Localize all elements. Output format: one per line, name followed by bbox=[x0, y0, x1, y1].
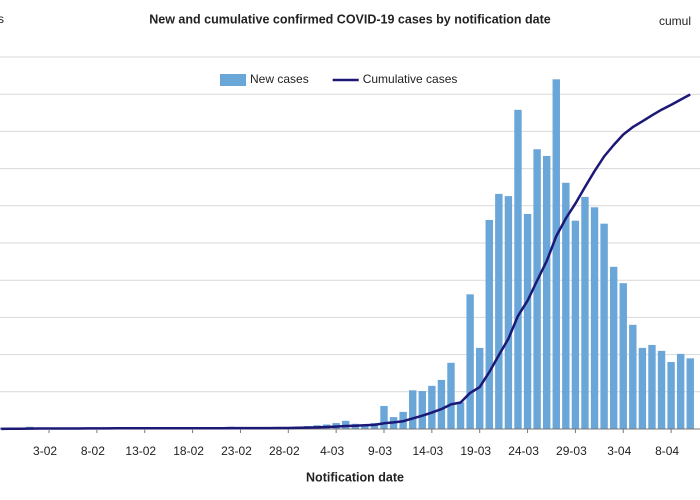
x-tick-label: 18-02 bbox=[173, 444, 204, 458]
bar bbox=[638, 347, 647, 429]
bar bbox=[523, 213, 532, 429]
bar bbox=[648, 344, 656, 429]
bar bbox=[418, 391, 426, 429]
y2-axis-label: cumul bbox=[659, 14, 691, 28]
x-tick-label: 13-02 bbox=[125, 444, 156, 458]
y-axis-label: s bbox=[0, 12, 4, 26]
x-tick-label: 3-04 bbox=[607, 444, 631, 458]
bar bbox=[447, 362, 455, 429]
bar bbox=[495, 193, 503, 429]
legend-label: New cases bbox=[250, 72, 309, 86]
bar bbox=[504, 196, 513, 429]
bar bbox=[361, 424, 369, 429]
legend-label: Cumulative cases bbox=[363, 72, 458, 86]
bar bbox=[590, 207, 599, 429]
x-axis-title: Notification date bbox=[306, 470, 404, 484]
bar bbox=[600, 223, 608, 429]
bar bbox=[409, 390, 417, 429]
x-tick-label: 28-02 bbox=[269, 444, 300, 458]
x-tick-label: 14-03 bbox=[412, 444, 443, 458]
bar bbox=[456, 402, 465, 429]
bar bbox=[686, 358, 694, 429]
x-tick-label: 24-03 bbox=[508, 444, 539, 458]
bar bbox=[676, 353, 685, 429]
legend-swatch bbox=[220, 74, 246, 86]
bar bbox=[437, 379, 446, 429]
bar bbox=[657, 350, 666, 429]
x-tick-label: 23-02 bbox=[221, 444, 252, 458]
bar bbox=[581, 196, 589, 429]
x-tick-label: 8-04 bbox=[655, 444, 679, 458]
bar bbox=[380, 405, 388, 429]
x-tick-label: 3-02 bbox=[33, 444, 57, 458]
bar bbox=[619, 283, 627, 429]
line bbox=[1, 93, 691, 431]
x-tick-label: 8-02 bbox=[81, 444, 105, 458]
bar bbox=[552, 79, 560, 429]
x-tick-label: 19-03 bbox=[460, 444, 491, 458]
bar bbox=[562, 182, 570, 429]
bar bbox=[485, 219, 493, 429]
chart-title: New and cumulative confirmed COVID-19 ca… bbox=[149, 12, 551, 26]
x-tick-label: 4-03 bbox=[320, 444, 344, 458]
bar bbox=[514, 109, 522, 429]
bar bbox=[542, 155, 551, 429]
bar bbox=[629, 324, 637, 429]
x-tick-label: 29-03 bbox=[556, 444, 587, 458]
bar bbox=[466, 294, 474, 429]
x-tick-label: 9-03 bbox=[368, 444, 392, 458]
bar bbox=[667, 362, 675, 429]
bar bbox=[428, 385, 436, 429]
bar bbox=[533, 149, 541, 430]
bar bbox=[571, 220, 580, 429]
bar bbox=[609, 266, 618, 429]
